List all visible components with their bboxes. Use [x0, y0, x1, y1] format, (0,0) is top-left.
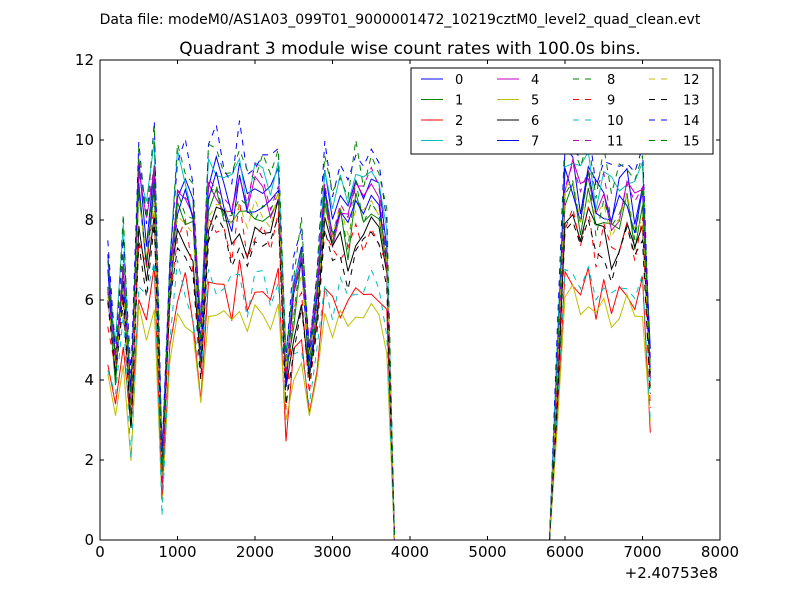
series-line-13 [107, 214, 651, 541]
legend-label: 2 [455, 114, 463, 129]
x-tick-label: 8000 [701, 543, 739, 561]
suptitle: Data file: modeM0/AS1A03_099T01_90000014… [100, 12, 701, 28]
y-tick-label: 4 [84, 371, 94, 389]
chart-title: Quadrant 3 module wise count rates with … [179, 39, 640, 59]
x-tick-label: 1000 [158, 543, 196, 561]
y-tick-label: 2 [84, 451, 94, 469]
series-line-7 [107, 168, 651, 541]
legend-label: 11 [607, 135, 624, 150]
x-tick-label: 6000 [546, 543, 584, 561]
legend-label: 9 [607, 94, 615, 109]
legend-label: 5 [531, 94, 539, 109]
legend-label: 4 [531, 73, 539, 88]
series-line-15 [107, 125, 651, 541]
x-tick-label: 2000 [236, 543, 274, 561]
y-tick-label: 6 [84, 291, 94, 309]
legend-label: 13 [683, 94, 700, 109]
series-line-12 [107, 179, 651, 541]
legend-label: 12 [683, 73, 700, 88]
axes-layer: 0 1000 2000 3000 4000 5000 6000 7000 80000246810… [75, 51, 739, 561]
x-tick-label: 4000 [391, 543, 429, 561]
legend-label: 1 [455, 94, 463, 109]
legend-label: 3 [455, 135, 463, 150]
legend-label: 7 [531, 135, 539, 150]
legend-label: 15 [683, 135, 700, 150]
x-tick-label: 3000 [313, 543, 351, 561]
x-tick-label: 7000 [623, 543, 661, 561]
legend-box [410, 67, 714, 155]
legend-label: 8 [607, 73, 615, 88]
series-line-9 [107, 201, 651, 541]
legend-label: 0 [455, 73, 463, 88]
x-tick-label: 5000 [468, 543, 506, 561]
legend-label: 14 [683, 114, 700, 129]
series-layer [107, 120, 651, 541]
series-line-11 [107, 158, 651, 541]
series-line-6 [107, 198, 651, 541]
x-tick-label: 0 [95, 543, 105, 561]
y-tick-label: 12 [75, 51, 94, 69]
y-tick-label: 8 [84, 211, 94, 229]
y-tick-label: 10 [75, 131, 94, 149]
series-line-2 [107, 259, 651, 541]
x-offset-label: +2.40753e8 [625, 564, 718, 582]
legend-label: 6 [531, 114, 539, 129]
legend-label: 10 [607, 114, 624, 129]
series-line-5 [107, 283, 651, 541]
y-tick-label: 0 [84, 531, 94, 549]
plot-frame [99, 59, 721, 541]
series-line-1 [107, 182, 651, 541]
